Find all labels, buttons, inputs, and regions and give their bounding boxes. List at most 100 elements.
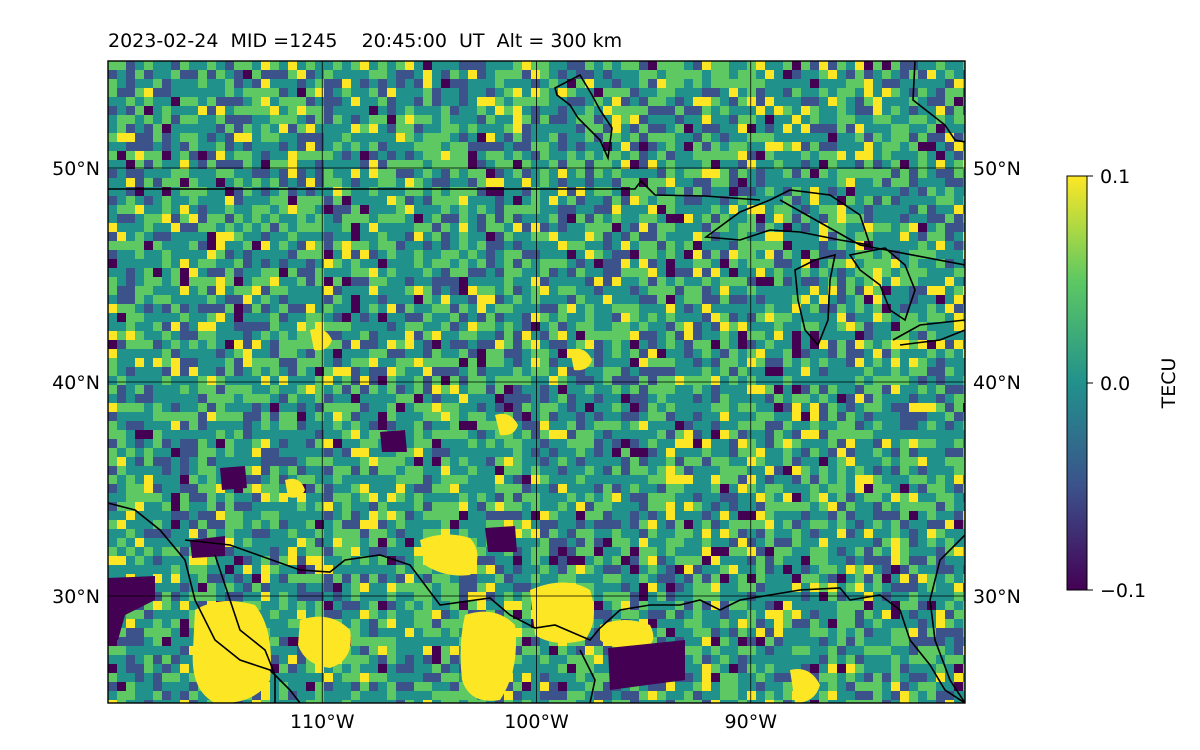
tec-cell [441,304,451,314]
tec-cell [387,61,397,71]
tec-cell [261,421,271,431]
tec-cell [639,169,649,179]
tec-cell [153,70,163,80]
tec-cell [549,403,559,413]
tec-cell [630,340,640,350]
tec-cell [468,286,478,296]
tec-cell [909,502,919,512]
tec-cell [891,511,901,521]
tec-cell [729,178,739,188]
tec-cell [513,484,523,494]
tec-cell [180,331,190,341]
tec-cell [486,484,496,494]
tec-cell [540,232,550,242]
tec-cell [162,169,172,179]
tec-cell [675,97,685,107]
tec-cell [657,340,667,350]
tec-cell [594,358,604,368]
tec-cell [117,160,127,170]
tec-cell [702,349,712,359]
tec-cell [189,70,199,80]
tec-cell [720,475,730,485]
tec-cell [387,484,397,494]
tec-cell [882,430,892,440]
tec-cell [783,142,793,152]
tec-cell [720,421,730,431]
tec-cell [711,394,721,404]
tec-cell [180,349,190,359]
tec-cell [855,133,865,143]
tec-cell [918,484,928,494]
tec-cell [792,97,802,107]
tec-cell [693,403,703,413]
tec-cell [360,367,370,377]
tec-cell [351,286,361,296]
tec-cell [846,376,856,386]
tec-cell [828,196,838,206]
tec-cell [846,124,856,134]
tec-cell [198,241,208,251]
tec-cell [315,466,325,476]
tec-cell [855,331,865,341]
tec-cell [567,97,577,107]
tec-cell [135,187,145,197]
tec-cell [432,520,442,530]
tec-cell [576,124,586,134]
tec-cell [387,322,397,332]
tec-cell [603,160,613,170]
tec-cell [756,160,766,170]
tec-cell [153,241,163,251]
tec-cell [126,268,136,278]
tec-cell [351,448,361,458]
tec-cell [549,502,559,512]
tec-cell [144,277,154,287]
tec-cell [306,421,316,431]
tec-cell [396,142,406,152]
tec-cell [954,421,964,431]
tec-cell [450,493,460,503]
tec-cell [756,439,766,449]
tec-cell [405,466,415,476]
tec-cell [162,340,172,350]
tec-cell [819,412,829,422]
tec-cell [747,214,757,224]
tec-cell [207,376,217,386]
tec-cell [270,205,280,215]
tec-cell [864,430,874,440]
tec-cell [387,331,397,341]
tec-cell [621,97,631,107]
tec-cell [621,61,631,71]
tec-cell [180,430,190,440]
tec-cell [639,259,649,269]
tec-cell [360,142,370,152]
tec-cell [612,268,622,278]
tec-cell [180,61,190,71]
tec-cell [180,268,190,278]
tec-cell [666,403,676,413]
tec-cell [288,70,298,80]
tec-cell [819,493,829,503]
tec-cell [414,133,424,143]
tec-cell [549,493,559,503]
tec-cell [738,88,748,98]
tec-cell [783,484,793,494]
tec-cell [585,403,595,413]
tec-cell [459,304,469,314]
tec-cell [351,106,361,116]
tec-cell [702,79,712,89]
tec-cell [855,349,865,359]
tec-cell [459,142,469,152]
tec-cell [603,304,613,314]
tec-cell [756,124,766,134]
tec-cell [792,223,802,233]
tec-cell [936,115,946,125]
tec-cell [450,430,460,440]
tec-cell [612,367,622,377]
tec-cell [342,340,352,350]
tec-cell [297,124,307,134]
tec-cell [963,475,965,485]
tec-cell [954,511,964,521]
tec-cell [333,277,343,287]
tec-cell [828,232,838,242]
tec-cell [180,178,190,188]
